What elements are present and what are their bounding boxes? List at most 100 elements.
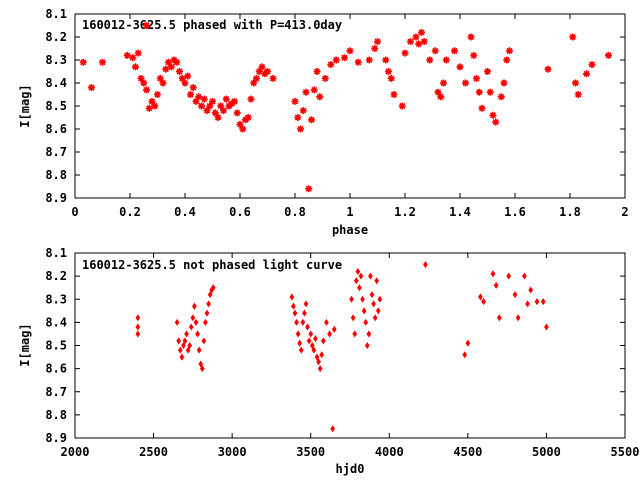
phased-data-point [390,91,398,98]
unphased-data-point [135,330,141,338]
phased-data-point [187,91,194,98]
unphased-data-point [352,330,358,338]
phased-data-point [184,72,192,80]
unphased-data-point [369,291,375,299]
phased-x-tick-label: 1.8 [559,205,581,219]
unphased-y-tick-label: 8.6 [45,362,67,376]
unphased-data-point [305,323,310,331]
unphased-data-point [206,300,211,308]
phased-x-tick-label: 0.8 [284,205,306,219]
phased-data-point [242,116,249,124]
unphased-data-point [182,337,188,345]
phased-data-point [255,68,263,75]
phased-data-point [398,102,406,110]
phased-data-point [382,56,390,64]
phased-data-point [544,65,552,73]
phased-y-tick-label: 8.2 [45,30,67,44]
phased-data-point [294,114,302,121]
phased-y-tick-label: 8.3 [45,53,67,67]
phased-data-point [145,104,153,112]
phased-data-point [264,68,271,75]
phased-data-point [206,102,214,110]
phased-data-point [442,56,450,64]
phased-data-point [506,47,513,55]
unphased-data-point [309,341,315,350]
phased-data-point [473,74,480,82]
phased-data-point [176,68,183,75]
phased-data-point [156,74,164,82]
phased-data-point [569,33,577,41]
phased-data-point [151,102,159,110]
unphased-data-point [203,318,208,326]
unphased-data-point [525,300,530,308]
phased-data-point [412,33,420,41]
unphased-y-tick-label: 8.3 [45,292,67,306]
phased-data-point [291,97,299,105]
unphased-data-point [300,318,306,326]
phased-data-point [588,61,596,69]
unphased-plot-x-axis-label: hjd0 [336,462,365,476]
phased-data-point [88,84,95,92]
unphased-data-point [294,318,299,326]
phased-data-point [198,102,205,110]
unphased-data-point [193,318,199,326]
phased-data-point [134,49,142,57]
unphased-data-point [207,291,213,299]
phased-data-point [418,28,425,36]
phased-data-point [484,68,491,75]
phased-data-point [401,49,409,57]
phased-data-point [258,63,266,71]
phased-plot-title: 160012-3625.5 phased with P=413.0day [82,18,342,32]
phased-data-point [365,56,373,64]
phased-x-tick-label: 0.6 [229,205,251,219]
phased-plot-panel: 160012-3625.5 phased with P=413.0day pha… [18,7,629,237]
phased-data-point [239,125,247,133]
phased-data-point [236,120,244,128]
phased-x-tick-label: 1 [346,205,353,219]
unphased-data-point [350,314,356,322]
unphased-data-point [481,298,486,306]
unphased-data-point [311,346,317,354]
phased-data-point [214,114,222,121]
phased-y-tick-label: 8.1 [45,7,67,21]
phased-x-tick-label: 1.4 [449,205,471,219]
phased-data-point [173,58,181,66]
unphased-x-tick-label: 5000 [532,445,561,459]
unphased-data-point [176,337,182,345]
unphased-data-point [177,346,183,354]
phased-data-point [209,97,216,105]
unphased-data-point [135,314,141,322]
phased-data-point [217,102,225,110]
phased-x-tick-label: 2 [621,205,628,219]
phased-data-point [500,79,508,87]
phased-data-point [225,102,233,110]
unphased-data-point [363,318,369,326]
unphased-data-point [361,307,367,315]
unphased-x-tick-label: 4500 [453,445,482,459]
phased-data-point [321,74,329,82]
unphased-data-point [314,353,320,361]
unphased-data-point [135,323,141,331]
unphased-data-point [297,339,303,347]
unphased-data-point [306,337,312,345]
phased-data-point [123,51,131,59]
unphased-data-point [298,346,304,354]
phased-data-point [253,74,260,82]
unphased-x-tick-label: 3500 [296,445,325,459]
phased-data-point [489,111,497,119]
phased-data-point [159,79,167,87]
unphased-data-point [364,341,370,350]
phased-x-tick-label: 0.2 [119,205,141,219]
unphased-data-point [544,323,549,331]
phased-x-tick-label: 0 [71,205,78,219]
unphased-data-point [506,272,512,280]
phased-data-point [354,58,362,66]
unphased-y-tick-label: 8.1 [45,246,67,260]
phased-data-point [308,116,315,124]
unphased-data-point [528,286,534,294]
phased-data-point [440,79,447,87]
phased-data-point [203,107,211,115]
phased-data-point [583,70,590,78]
unphased-data-point [181,341,186,350]
